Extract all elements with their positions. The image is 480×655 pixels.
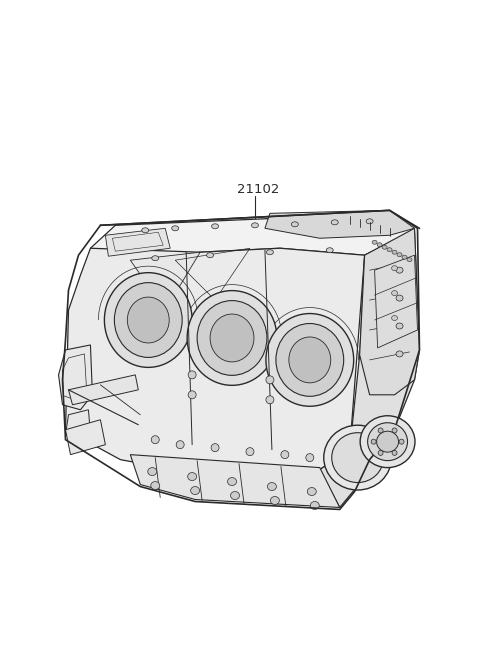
Ellipse shape [266,250,274,255]
Ellipse shape [206,253,214,257]
Polygon shape [90,214,415,260]
Ellipse shape [104,272,192,367]
Ellipse shape [407,257,412,262]
Ellipse shape [252,223,258,228]
Ellipse shape [324,425,392,490]
Ellipse shape [377,243,382,247]
Ellipse shape [228,477,237,485]
Ellipse shape [191,487,200,495]
Ellipse shape [151,481,160,489]
Ellipse shape [392,250,397,254]
Ellipse shape [332,433,384,483]
Ellipse shape [148,468,157,476]
Ellipse shape [372,240,377,244]
Ellipse shape [188,472,197,481]
Ellipse shape [267,483,276,491]
Ellipse shape [276,324,344,396]
Ellipse shape [387,248,392,252]
Ellipse shape [281,451,289,458]
Ellipse shape [197,301,267,375]
Ellipse shape [270,496,279,504]
Ellipse shape [114,282,182,358]
Ellipse shape [378,428,383,433]
Ellipse shape [142,228,149,233]
Ellipse shape [326,248,333,253]
Ellipse shape [310,502,319,510]
Ellipse shape [211,443,219,452]
Ellipse shape [360,416,415,468]
Ellipse shape [291,222,299,227]
Ellipse shape [188,391,196,399]
Polygon shape [130,252,200,310]
Ellipse shape [368,422,408,460]
Ellipse shape [392,451,397,455]
Polygon shape [106,229,170,256]
Ellipse shape [378,451,383,455]
Ellipse shape [172,226,179,231]
Polygon shape [374,255,418,348]
Polygon shape [265,210,415,238]
Ellipse shape [127,297,169,343]
Ellipse shape [152,255,159,261]
Ellipse shape [396,295,403,301]
Polygon shape [360,229,420,395]
Ellipse shape [151,436,159,443]
Polygon shape [69,375,138,405]
Polygon shape [130,455,340,508]
Ellipse shape [371,439,376,444]
Ellipse shape [377,431,398,452]
Ellipse shape [306,454,314,462]
Ellipse shape [397,253,402,257]
Ellipse shape [402,255,407,259]
Ellipse shape [396,267,403,273]
Ellipse shape [246,447,254,456]
Text: 21102: 21102 [237,183,279,196]
Ellipse shape [392,428,397,433]
Ellipse shape [266,376,274,384]
Ellipse shape [187,291,277,385]
Ellipse shape [289,337,331,383]
Polygon shape [320,231,420,508]
Ellipse shape [266,396,274,403]
Ellipse shape [396,323,403,329]
Ellipse shape [366,219,373,224]
Ellipse shape [210,314,254,362]
Ellipse shape [176,441,184,449]
Ellipse shape [331,220,338,225]
Ellipse shape [392,291,397,295]
Ellipse shape [392,316,397,320]
Ellipse shape [399,439,404,444]
Ellipse shape [396,351,403,357]
Ellipse shape [230,491,240,500]
Ellipse shape [188,371,196,379]
Ellipse shape [307,487,316,496]
Ellipse shape [266,314,354,406]
Polygon shape [65,248,365,475]
Ellipse shape [382,245,387,249]
Polygon shape [65,410,90,440]
Polygon shape [65,420,106,455]
Ellipse shape [212,224,218,229]
Polygon shape [59,345,93,410]
Ellipse shape [392,266,397,271]
